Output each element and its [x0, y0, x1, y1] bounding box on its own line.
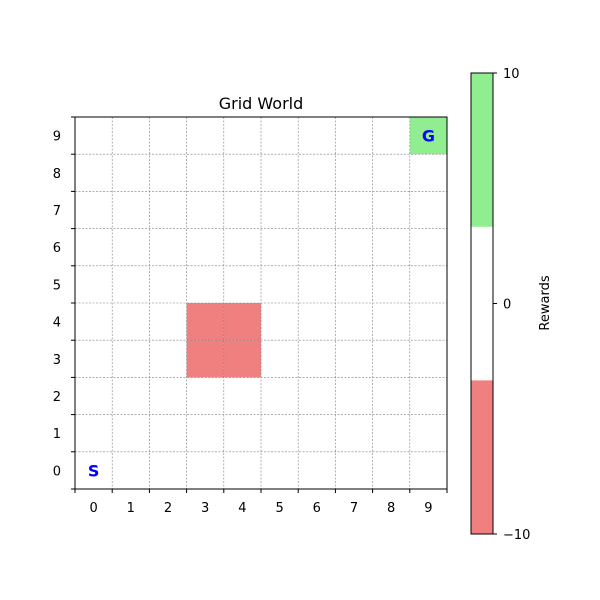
- x-tick-label: 8: [387, 501, 395, 516]
- chart-title: Grid World: [219, 94, 304, 113]
- y-tick-label: 1: [53, 427, 61, 442]
- x-tick-label: 6: [313, 501, 321, 516]
- colorbar-tick-label: 0: [503, 298, 511, 313]
- y-tick-label: 3: [53, 353, 61, 368]
- x-tick-label: 0: [89, 501, 97, 516]
- reward-cell-3-4: [186, 303, 224, 341]
- y-tick-label: 4: [53, 316, 61, 331]
- x-tick-label: 9: [424, 501, 432, 516]
- colorbar-tick-label: 10: [503, 67, 520, 82]
- x-tick-label: 3: [201, 501, 209, 516]
- colorbar-band: [471, 380, 493, 534]
- marker-s: S: [88, 461, 100, 480]
- x-tick-label: 1: [127, 501, 135, 516]
- reward-cell-9-9: [409, 117, 447, 155]
- reward-cell-4-3: [223, 340, 261, 378]
- x-tick-label: 7: [350, 501, 358, 516]
- y-tick-label: 2: [53, 390, 61, 405]
- marker-g: G: [422, 127, 435, 146]
- colorbar-tick-label: −10: [503, 528, 530, 543]
- y-tick-label: 8: [53, 167, 61, 182]
- y-tick-label: 0: [53, 464, 61, 479]
- x-tick-label: 4: [238, 501, 246, 516]
- y-tick-label: 6: [53, 241, 61, 256]
- x-tick-label: 2: [164, 501, 172, 516]
- colorbar-label: Rewards: [538, 275, 553, 330]
- y-tick-label: 9: [53, 130, 61, 145]
- y-tick-label: 7: [53, 204, 61, 219]
- colorbar-band: [471, 226, 493, 381]
- colorbar-band: [471, 73, 493, 227]
- reward-cell-4-4: [223, 303, 261, 341]
- y-tick-label: 5: [53, 278, 61, 293]
- x-tick-label: 5: [275, 501, 283, 516]
- reward-cell-3-3: [186, 340, 224, 378]
